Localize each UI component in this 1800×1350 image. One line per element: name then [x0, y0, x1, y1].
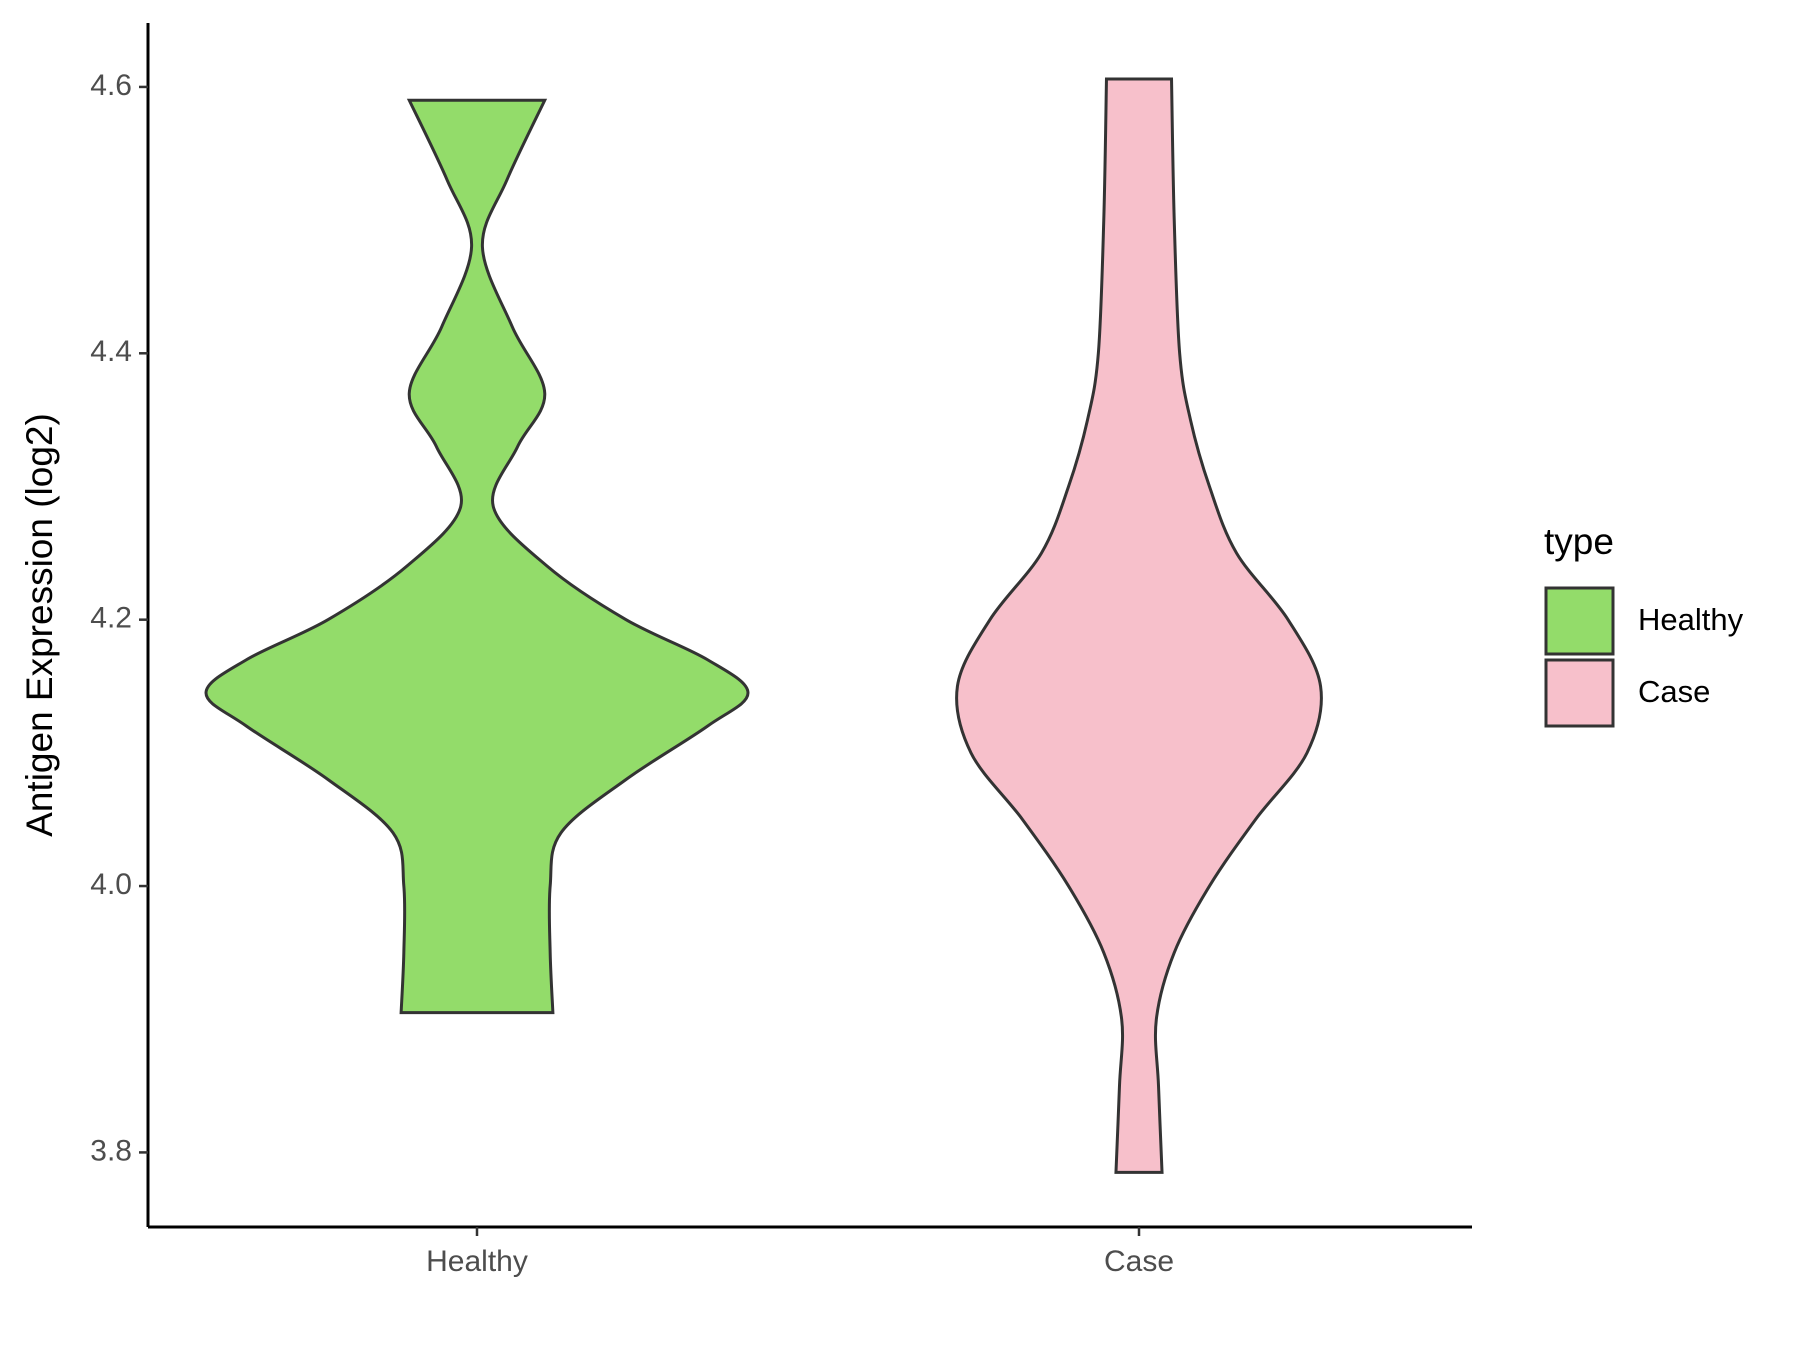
legend-label: Healthy — [1638, 602, 1744, 637]
legend-title: type — [1544, 521, 1614, 562]
legend-label: Case — [1638, 674, 1710, 709]
y-tick-label: 4.0 — [90, 868, 132, 901]
y-tick-label: 3.8 — [90, 1134, 132, 1167]
x-tick-label: Healthy — [426, 1245, 528, 1278]
x-tick-label: Case — [1104, 1245, 1174, 1278]
violin — [955, 77, 1323, 1174]
y-tick-label: 4.2 — [90, 602, 132, 635]
y-tick-label: 4.4 — [90, 335, 132, 368]
violin — [204, 98, 750, 1015]
y-tick-label: 4.6 — [90, 69, 132, 102]
legend-key — [1544, 658, 1615, 728]
legend-key — [1544, 586, 1615, 656]
y-axis-title: Antigen Expression (log2) — [19, 413, 60, 837]
